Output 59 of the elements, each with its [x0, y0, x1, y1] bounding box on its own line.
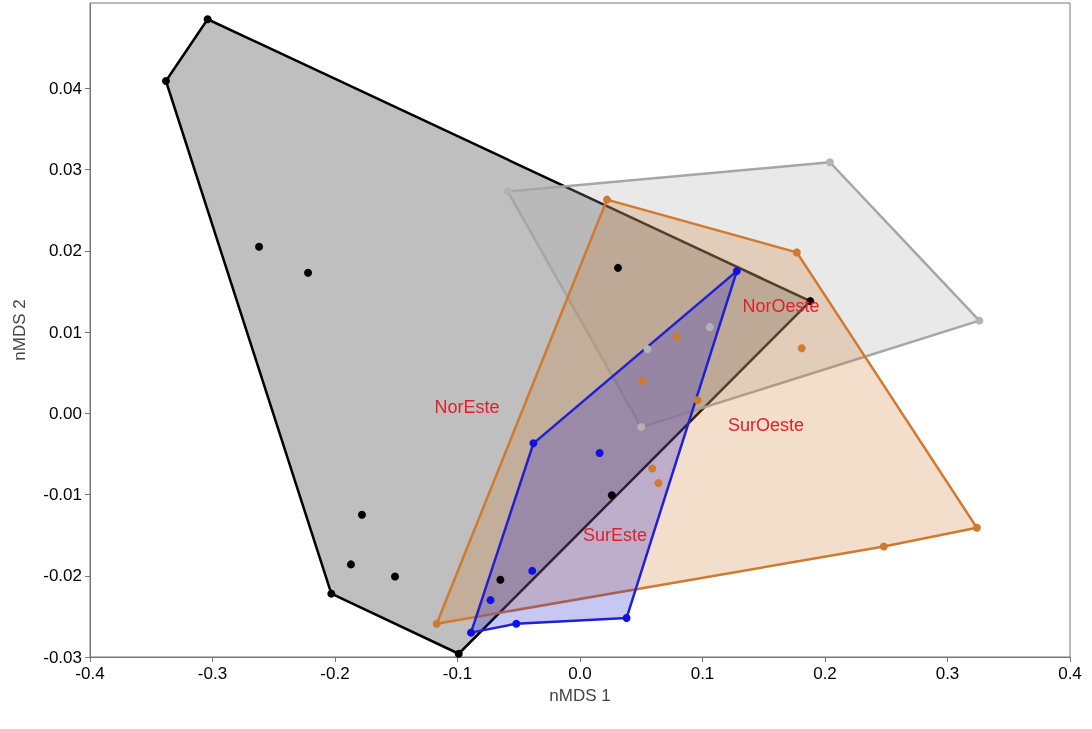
- x-tick-label: -0.2: [320, 664, 350, 683]
- point: [705, 323, 714, 332]
- y-tick-label: 0.03: [48, 160, 82, 180]
- point: [879, 542, 888, 551]
- point: [732, 267, 741, 276]
- annotation: SurEste: [582, 525, 648, 545]
- point: [486, 596, 495, 605]
- point: [327, 589, 336, 598]
- point: [346, 560, 355, 569]
- x-tick-label: -0.1: [442, 664, 473, 683]
- point: [972, 523, 981, 532]
- point: [529, 439, 538, 448]
- point: [672, 332, 681, 341]
- point: [503, 187, 512, 196]
- y-axis-title: nMDS 2: [10, 299, 29, 361]
- point: [496, 575, 505, 584]
- point: [975, 316, 984, 325]
- point: [161, 76, 170, 85]
- point: [512, 619, 521, 628]
- point: [357, 510, 366, 519]
- y-tick-label: 0.00: [48, 403, 82, 423]
- point: [654, 479, 663, 488]
- x-tick-label: 0.4: [1058, 664, 1082, 683]
- point: [255, 242, 264, 251]
- x-tick-label: 0.1: [690, 664, 715, 683]
- y-tick-label: -0.01: [43, 485, 82, 505]
- point: [613, 263, 622, 272]
- point: [792, 248, 801, 257]
- point: [825, 158, 834, 167]
- point: [637, 423, 646, 432]
- x-tick-label: 0.3: [935, 664, 960, 683]
- point: [304, 268, 313, 277]
- annotation: NorEste: [434, 397, 500, 417]
- annotation: SurOeste: [727, 415, 805, 435]
- point: [602, 195, 611, 204]
- point: [391, 572, 400, 581]
- y-tick-label: -0.02: [43, 566, 82, 586]
- y-tick-label: -0.03: [43, 647, 82, 667]
- y-tick-label: 0.04: [48, 78, 82, 98]
- point: [595, 449, 604, 458]
- point: [648, 464, 657, 473]
- point: [528, 566, 537, 575]
- point: [693, 396, 702, 405]
- point: [203, 15, 212, 24]
- point: [643, 345, 652, 354]
- x-axis-title: nMDS 1: [549, 686, 611, 705]
- point: [432, 619, 441, 628]
- point: [638, 376, 647, 385]
- y-tick-label: 0.01: [48, 322, 82, 342]
- x-tick-label: 0.0: [568, 664, 592, 683]
- point: [797, 344, 806, 353]
- y-tick-label: 0.02: [48, 241, 82, 261]
- point: [622, 614, 631, 622]
- x-tick-label: -0.3: [197, 664, 228, 683]
- x-tick-label: -0.4: [75, 664, 105, 683]
- point: [454, 649, 463, 658]
- x-tick-label: 0.2: [813, 664, 837, 683]
- point: [607, 491, 616, 500]
- point: [466, 628, 475, 637]
